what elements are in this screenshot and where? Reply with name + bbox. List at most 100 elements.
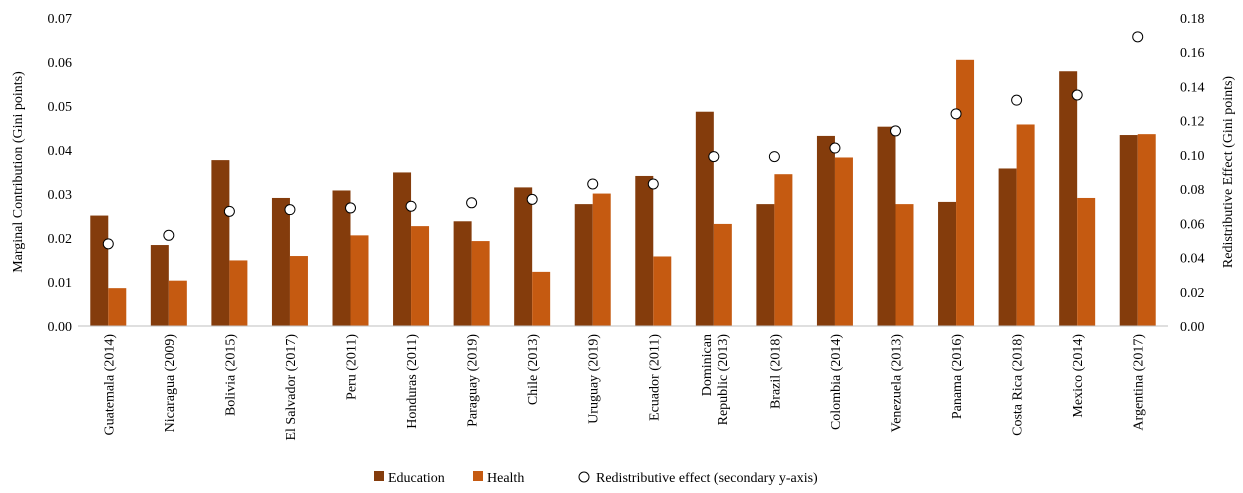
y2-tick-label: 0.04 [1180, 252, 1205, 267]
bar-health [834, 157, 853, 326]
bar-health [1137, 134, 1156, 326]
y-tick-label: 0.00 [48, 320, 73, 335]
marker-redistributive-effect [587, 178, 599, 190]
y-tick-label: 0.05 [48, 100, 73, 115]
y2-tick-label: 0.08 [1180, 183, 1205, 198]
y-tick-label: 0.01 [48, 276, 73, 291]
y2-tick-label: 0.14 [1180, 80, 1205, 95]
marker-redistributive-effect [284, 204, 296, 216]
bar-education [695, 111, 714, 326]
x-tick-label: Bolivia (2015) [223, 334, 238, 416]
bar-education [211, 160, 230, 326]
marker-redistributive-effect [102, 238, 114, 250]
bar-education [393, 172, 412, 326]
legend-swatch-education [374, 471, 384, 481]
y2-tick-label: 0.18 [1180, 12, 1205, 27]
x-tick-label: Honduras (2011) [405, 334, 420, 429]
legend-label-redistributive-effect: Redistributive effect (secondary y-axis) [596, 471, 818, 486]
bar-health [713, 223, 732, 326]
x-tick-label: Chile (2013) [526, 334, 541, 405]
bar-health [289, 256, 308, 326]
bar-health [895, 204, 914, 326]
x-tick-label: Panama (2016) [950, 334, 965, 419]
marker-redistributive-effect [345, 202, 356, 214]
x-tick-label: Brazil (2018) [768, 334, 783, 409]
y-tick-label: 0.03 [48, 188, 73, 203]
legend-marker-redistributive-effect [578, 471, 590, 483]
bar-education [816, 135, 835, 326]
marker-redistributive-effect [405, 200, 417, 212]
bar-health [350, 235, 369, 326]
y-tick-label: 0.07 [48, 12, 73, 27]
bar-health [229, 260, 248, 326]
bar-health [471, 241, 490, 326]
x-tick-label: Paraguay (2019) [466, 334, 481, 427]
bar-education [150, 245, 169, 326]
x-tick-label: Argentina (2017) [1132, 334, 1147, 431]
legend-label-health: Health [487, 471, 524, 486]
marker-redistributive-effect [163, 229, 175, 241]
bar-health [411, 226, 430, 326]
marker-redistributive-effect [950, 108, 962, 120]
bar-education [998, 168, 1017, 326]
marker-redistributive-effect [466, 197, 478, 209]
x-tick-label: Guatemala (2014) [102, 334, 117, 436]
y-tick-label: 0.06 [48, 56, 73, 71]
bar-education [271, 197, 290, 326]
y2-tick-label: 0.06 [1180, 217, 1205, 232]
plot-area [90, 31, 1156, 327]
bar-education [938, 201, 957, 326]
marker-redistributive-effect [829, 142, 841, 154]
y-tick-label: 0.04 [48, 144, 73, 159]
bar-education [453, 221, 472, 326]
legend: Education Health Redistributive effect (se… [374, 471, 818, 486]
bar-health [108, 288, 127, 326]
marker-redistributive-effect [1071, 89, 1083, 101]
y2-tick-label: 0.10 [1180, 149, 1205, 164]
y2-tick-label: 0.02 [1180, 286, 1205, 301]
bar-health [168, 280, 187, 326]
bar-education [332, 190, 351, 326]
x-tick-label: El Salvador (2017) [284, 334, 299, 441]
x-tick-label: Colombia (2014) [829, 334, 844, 430]
bar-education [574, 204, 593, 326]
bar-education [635, 175, 654, 326]
x-tick-label: Peru (2011) [345, 334, 360, 400]
marker-redistributive-effect [1132, 31, 1144, 43]
marker-redistributive-effect [768, 151, 780, 163]
x-tick-label: Costa Rica (2018) [1011, 334, 1026, 436]
x-tick-label: Venezuela (2013) [890, 334, 905, 433]
bar-health [1016, 124, 1035, 326]
axes: 0.00 0.01 0.02 0.03 0.04 0.05 0.06 0.07 0.00 0.02… [11, 12, 1236, 335]
bar-education [1059, 71, 1078, 327]
bar-education [514, 187, 533, 326]
marker-redistributive-effect [526, 193, 538, 205]
x-tick-label: Uruguay (2019) [587, 334, 602, 424]
bar-health [592, 193, 611, 326]
x-tick-label: Nicaragua (2009) [163, 334, 178, 433]
bar-education [1119, 135, 1138, 326]
bar-health [532, 271, 551, 326]
y2-tick-label: 0.12 [1180, 115, 1205, 130]
bar-health [653, 256, 672, 326]
x-tick-label: Ecuador (2011) [647, 334, 662, 421]
y2-axis-title: Redistributive Effect (Gini points) [1221, 76, 1236, 269]
marker-redistributive-effect [890, 125, 901, 137]
marker-redistributive-effect [647, 178, 659, 190]
bar-health [774, 174, 793, 326]
x-tick-labels: Guatemala (2014) Nicaragua (2009) Bolivia … [102, 334, 1146, 441]
legend-label-education: Education [388, 471, 445, 486]
bar-education [877, 126, 896, 327]
marker-redistributive-effect [223, 205, 235, 217]
x-tick-label: Mexico (2014) [1071, 334, 1086, 418]
marker-redistributive-effect [1011, 94, 1023, 106]
y-axis-title: Marginal Contribution (Gini points) [11, 71, 26, 273]
marker-redistributive-effect [708, 151, 720, 163]
bar-education [756, 204, 775, 326]
bar-education [90, 215, 109, 326]
y2-tick-label: 0.16 [1180, 46, 1205, 61]
x-tick-label: DominicanRepublic (2013) [700, 334, 731, 426]
bar-health [1077, 197, 1096, 326]
legend-swatch-health [473, 471, 483, 481]
